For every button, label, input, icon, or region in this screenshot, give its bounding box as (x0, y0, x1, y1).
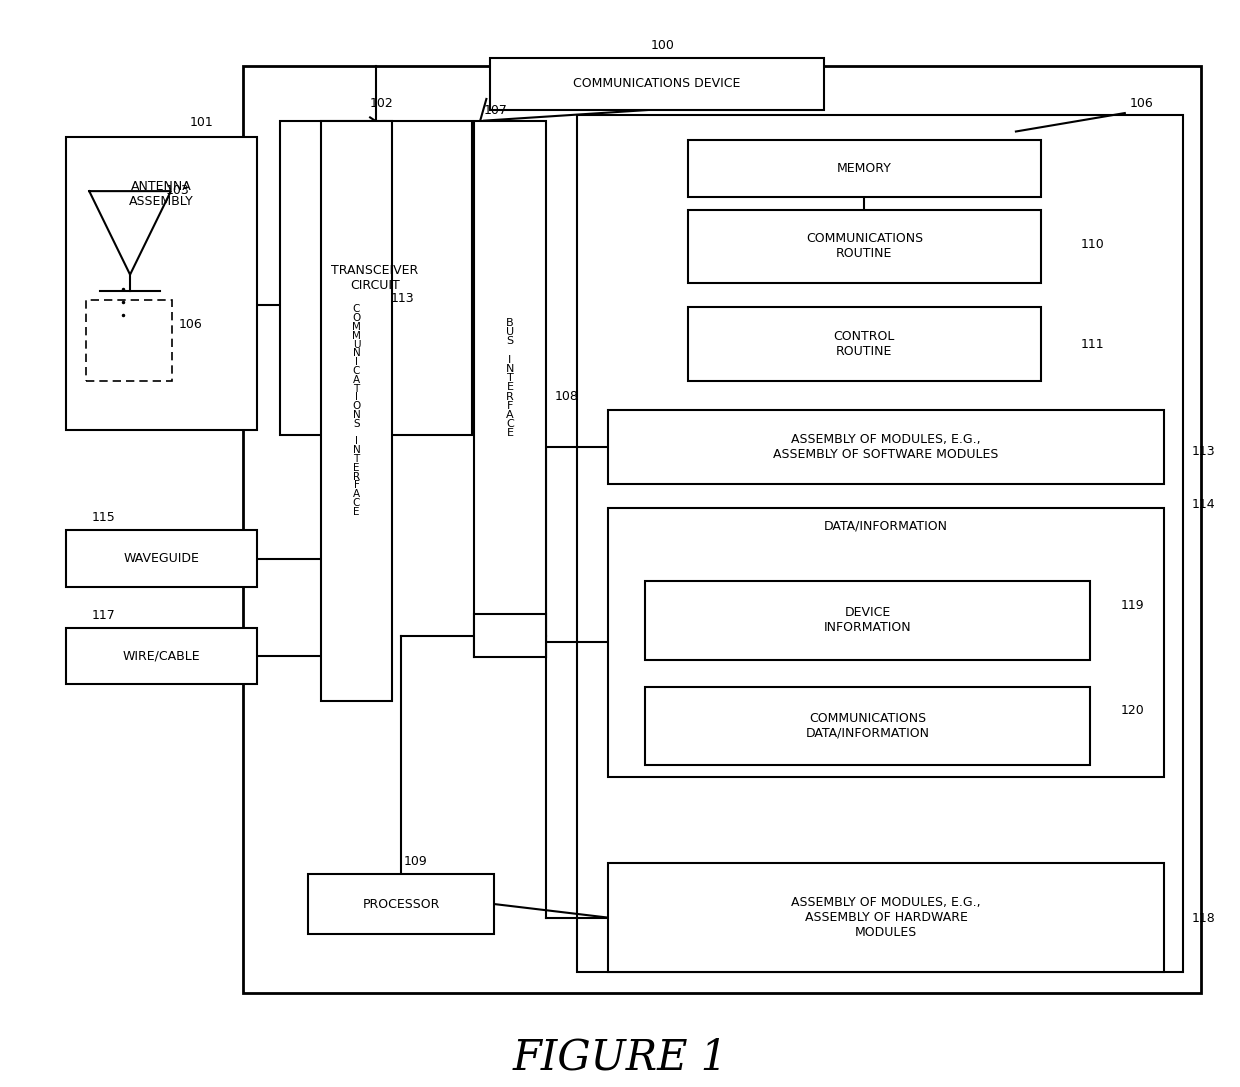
FancyBboxPatch shape (688, 308, 1040, 380)
FancyBboxPatch shape (280, 121, 471, 435)
Text: 119: 119 (1121, 599, 1145, 612)
Text: COMMUNICATIONS
ROUTINE: COMMUNICATIONS ROUTINE (806, 233, 923, 261)
FancyBboxPatch shape (66, 137, 258, 429)
Text: FIGURE 1: FIGURE 1 (512, 1036, 728, 1078)
Text: PROCESSOR: PROCESSOR (362, 898, 440, 911)
Text: MEMORY: MEMORY (837, 162, 892, 175)
Text: DATA/INFORMATION: DATA/INFORMATION (825, 520, 949, 533)
Text: 113: 113 (391, 292, 414, 305)
Text: 110: 110 (1080, 238, 1104, 251)
Text: 111: 111 (1080, 337, 1104, 350)
FancyBboxPatch shape (474, 121, 546, 636)
FancyBboxPatch shape (645, 687, 1090, 764)
Text: 120: 120 (1121, 704, 1145, 717)
FancyBboxPatch shape (608, 508, 1164, 776)
FancyBboxPatch shape (66, 530, 258, 587)
FancyBboxPatch shape (474, 614, 546, 658)
Text: 118: 118 (1192, 912, 1215, 925)
Text: ANTENNA
ASSEMBLY: ANTENNA ASSEMBLY (129, 180, 193, 209)
Text: 100: 100 (651, 39, 675, 52)
Text: 115: 115 (92, 511, 115, 524)
FancyBboxPatch shape (321, 121, 392, 701)
Text: WIRE/CABLE: WIRE/CABLE (123, 650, 201, 663)
Text: CONTROL
ROUTINE: CONTROL ROUTINE (833, 330, 895, 358)
Text: 106: 106 (1130, 97, 1153, 110)
Text: C
O
M
M
U
N
I
C
A
T
I
O
N
S
 
I
N
T
E
R
F
A
C
E: C O M M U N I C A T I O N S I N T E R F … (352, 304, 361, 517)
Text: 109: 109 (403, 854, 428, 867)
Text: 108: 108 (554, 389, 578, 402)
FancyBboxPatch shape (577, 115, 1183, 972)
FancyBboxPatch shape (309, 874, 494, 934)
Text: COMMUNICATIONS
DATA/INFORMATION: COMMUNICATIONS DATA/INFORMATION (806, 712, 930, 739)
Text: COMMUNICATIONS DEVICE: COMMUNICATIONS DEVICE (573, 77, 740, 90)
Text: 102: 102 (370, 97, 394, 110)
Text: B
U
S
 
I
N
T
E
R
F
A
C
E: B U S I N T E R F A C E (506, 318, 515, 438)
FancyBboxPatch shape (645, 582, 1090, 660)
Text: 117: 117 (92, 609, 115, 622)
FancyBboxPatch shape (608, 863, 1164, 972)
Text: 107: 107 (484, 104, 508, 117)
Text: 113: 113 (1192, 445, 1215, 458)
Text: 114: 114 (1192, 498, 1215, 511)
Text: DEVICE
INFORMATION: DEVICE INFORMATION (823, 607, 911, 635)
FancyBboxPatch shape (608, 410, 1164, 484)
Text: WAVEGUIDE: WAVEGUIDE (124, 552, 200, 565)
Text: 103: 103 (166, 184, 190, 197)
Text: 101: 101 (190, 116, 213, 129)
Text: 106: 106 (179, 318, 202, 332)
Text: TRANSCEIVER
CIRCUIT: TRANSCEIVER CIRCUIT (331, 264, 419, 292)
FancyBboxPatch shape (688, 140, 1040, 197)
FancyBboxPatch shape (243, 66, 1202, 994)
FancyBboxPatch shape (66, 628, 258, 685)
FancyBboxPatch shape (688, 210, 1040, 284)
Text: ASSEMBLY OF MODULES, E.G.,
ASSEMBLY OF HARDWARE
MODULES: ASSEMBLY OF MODULES, E.G., ASSEMBLY OF H… (791, 896, 981, 939)
Text: ASSEMBLY OF MODULES, E.G.,
ASSEMBLY OF SOFTWARE MODULES: ASSEMBLY OF MODULES, E.G., ASSEMBLY OF S… (774, 433, 998, 461)
FancyBboxPatch shape (490, 58, 825, 110)
